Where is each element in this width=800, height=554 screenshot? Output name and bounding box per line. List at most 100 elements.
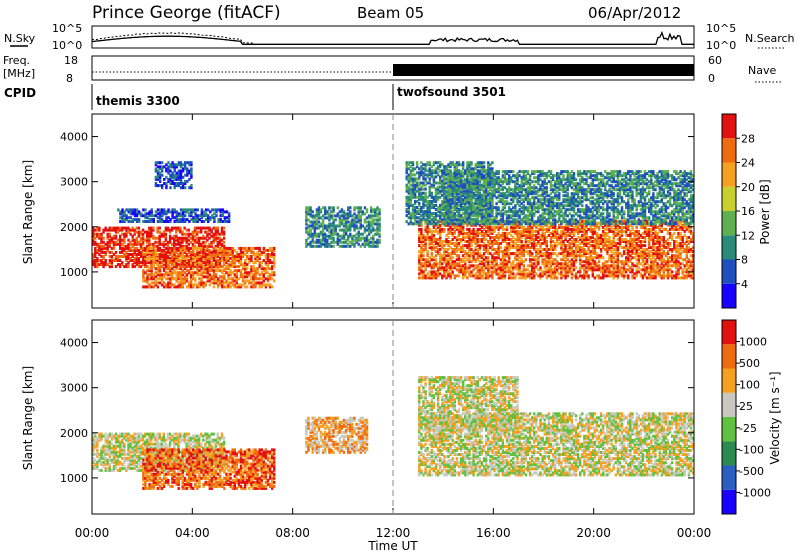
heat-cell (213, 208, 216, 212)
heat-cell (428, 238, 431, 241)
heat-cell (568, 268, 571, 272)
heat-cell (137, 263, 141, 267)
heat-cell (192, 259, 195, 262)
heat-cell (648, 242, 651, 245)
heat-cell (357, 206, 360, 210)
heat-cell (583, 229, 586, 233)
heat-cell (161, 169, 164, 173)
heat-cell (183, 236, 186, 240)
heat-cell (516, 254, 519, 258)
heat-cell (593, 225, 597, 229)
heat-cell (119, 250, 122, 254)
heat-cell (198, 214, 201, 218)
heat-cell (138, 212, 141, 216)
heat-cell (652, 244, 655, 248)
heat-cell (237, 257, 241, 260)
heat-cell (524, 276, 528, 280)
heat-cell (351, 236, 354, 240)
heat-cell (685, 276, 688, 280)
heat-cell (627, 248, 630, 252)
heat-cell (537, 262, 540, 266)
heat-cell (585, 238, 588, 241)
heat-cell (175, 173, 178, 177)
heat-cell (614, 258, 617, 262)
heat-cell (518, 260, 521, 264)
heat-cell (662, 250, 665, 254)
heat-cell (173, 269, 176, 273)
heat-cell (184, 167, 187, 171)
heat-cell (365, 236, 369, 240)
heat-cell (631, 268, 634, 272)
heat-cell (459, 264, 463, 268)
heat-cell (551, 268, 555, 272)
heat-cell (181, 218, 185, 222)
heat-cell (512, 268, 515, 272)
heat-cell (344, 212, 348, 216)
heat-cell (535, 252, 538, 256)
heat-cell (221, 220, 224, 223)
heat-cell (133, 259, 136, 262)
heat-cell (533, 262, 536, 266)
heat-cell (420, 256, 423, 260)
heat-cell (560, 266, 563, 270)
heat-cell (482, 242, 486, 245)
heat-cell (131, 248, 134, 252)
heat-cell (150, 220, 153, 223)
heat-cell (612, 248, 615, 252)
heat-cell (543, 236, 546, 239)
heat-cell (439, 240, 442, 243)
heat-cell (480, 276, 484, 280)
heat-cell (405, 208, 408, 211)
heat-cell (123, 214, 126, 218)
heat-cell (266, 259, 270, 262)
heat-cell (495, 260, 498, 264)
heat-cell (208, 283, 211, 287)
heat-cell (545, 270, 548, 274)
heat-cell (154, 161, 158, 165)
heat-cell (564, 238, 567, 241)
heat-cell (200, 214, 204, 218)
heat-cell (637, 254, 640, 258)
heat-cell (96, 234, 99, 238)
heat-cell (112, 234, 116, 238)
heat-cell (503, 246, 507, 250)
heat-cell (499, 270, 502, 274)
heat-cell (493, 256, 496, 260)
heat-cell (156, 220, 160, 223)
heat-cell (535, 242, 538, 245)
heat-cell (683, 258, 686, 262)
heat-cell (326, 240, 329, 244)
heat-cell (683, 248, 686, 252)
heat-cell (171, 171, 174, 175)
heat-cell (531, 238, 534, 241)
heat-cell (566, 274, 569, 278)
heat-cell (608, 258, 611, 262)
heat-cell (560, 272, 563, 276)
heat-cell (156, 226, 159, 230)
heat-cell (165, 277, 168, 281)
heat-cell (372, 228, 375, 232)
heat-cell (597, 254, 601, 258)
heat-cell (241, 277, 245, 281)
heat-cell (445, 270, 448, 274)
heat-cell (204, 214, 208, 218)
heat-cell (266, 255, 270, 258)
heat-cell (487, 262, 490, 266)
heat-cell (455, 268, 459, 272)
heat-cell (474, 240, 477, 243)
heat-cell (436, 229, 440, 233)
heat-cell (144, 271, 147, 275)
heat-cell (163, 220, 166, 223)
heat-cell (244, 271, 247, 275)
heat-cell (167, 273, 170, 277)
heat-cell (681, 244, 684, 248)
heat-cell (671, 276, 674, 280)
heat-cell (116, 228, 120, 232)
heat-cell (631, 231, 634, 235)
heat-cell (599, 268, 603, 272)
heat-cell (457, 262, 461, 266)
heat-cell (194, 271, 197, 275)
heat-cell (451, 264, 454, 268)
heat-cell (474, 246, 477, 250)
heat-cell (685, 250, 688, 254)
